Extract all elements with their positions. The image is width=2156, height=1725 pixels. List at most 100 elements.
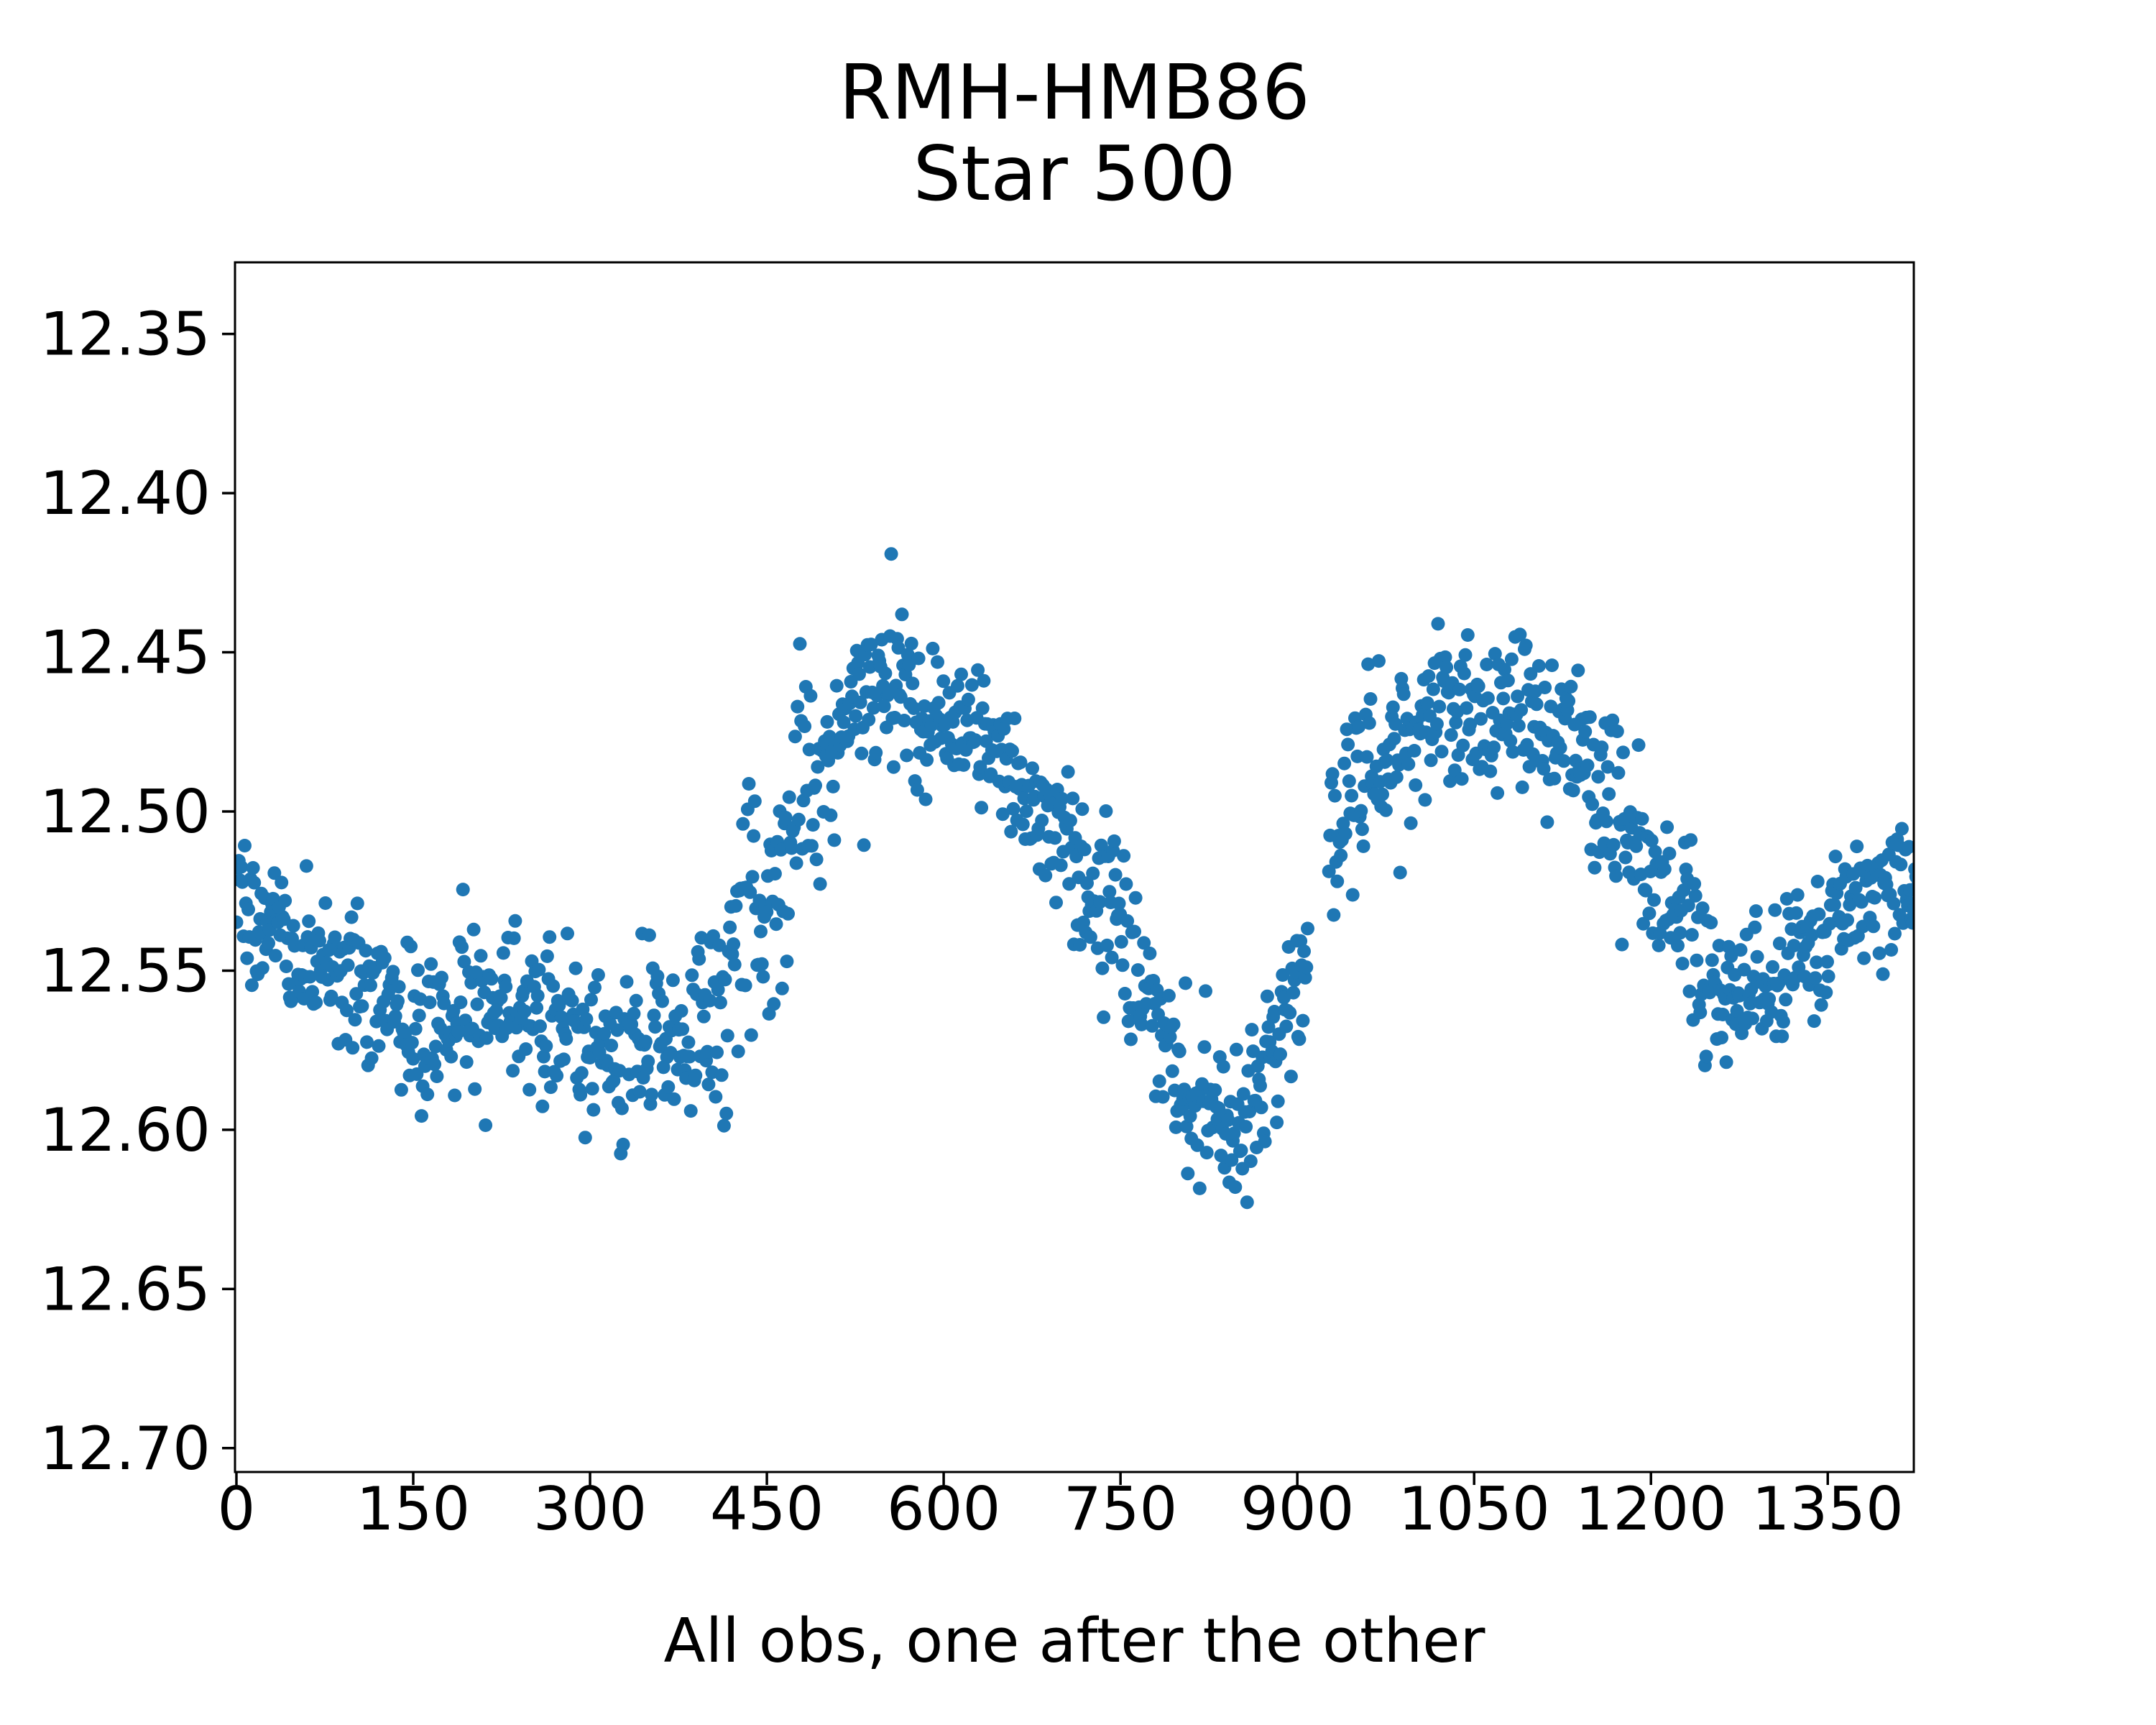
data-point [1636,916,1651,931]
data-point [1128,924,1141,939]
data-point [604,1039,619,1053]
data-point [299,859,313,873]
data-point [827,833,842,847]
data-point [809,852,824,867]
data-point [995,807,1010,822]
data-point [359,944,373,958]
data-point [235,860,249,874]
data-point [1271,1094,1285,1108]
data-point [1301,921,1314,936]
data-point [1606,713,1620,727]
data-point [262,936,275,950]
data-point [1355,822,1369,837]
data-point [1583,710,1597,724]
data-point [900,748,914,763]
data-point [683,1049,696,1064]
data-point [667,1092,681,1106]
data-point [1035,814,1049,827]
data-point [968,733,982,748]
data-point [1181,1167,1195,1181]
data-point [895,607,909,622]
data-point [1820,954,1834,969]
data-point [910,783,924,797]
data-point [1095,961,1110,975]
data-point [1810,875,1825,888]
data-point [661,1080,676,1094]
data-point [1687,877,1702,891]
data-point [350,896,364,911]
data-point [619,975,634,989]
data-point [557,1052,571,1067]
data-point [341,958,355,972]
data-point [235,915,244,929]
data-point [1199,1146,1214,1160]
data-point [1828,850,1843,864]
data-point [474,949,488,963]
data-point [788,730,802,744]
data-point [391,994,405,1008]
data-point [907,701,921,715]
data-point [1514,703,1529,717]
data-point [683,1104,698,1118]
data-point [328,930,342,944]
data-point [1094,838,1108,852]
data-point [588,980,602,995]
data-point [685,968,699,983]
data-point [727,937,741,952]
data-point [1389,770,1404,784]
data-point [1137,936,1151,950]
data-point [1733,943,1748,957]
data-point [1048,831,1062,845]
y-tick-label: 12.50 [40,777,211,847]
data-point [456,883,470,897]
data-point [1766,960,1779,974]
data-point [791,699,805,714]
data-point [852,667,866,681]
data-point [798,719,812,733]
data-point [1431,617,1445,631]
data-point [951,678,964,693]
data-point [1458,648,1473,662]
data-point [650,969,665,983]
y-axis: 12.35 12.40 12.45 12.50 12.55 12.60 12.65 12.70 [40,300,235,1484]
data-point [1143,947,1157,960]
data-point [1273,1047,1287,1062]
data-point [1008,712,1022,725]
data-point [507,931,521,945]
data-point [470,997,484,1011]
data-point [1286,985,1301,1000]
data-point [769,917,783,932]
data-point [1013,755,1028,770]
chart-title-line2: Star 500 [913,130,1235,218]
data-point [1903,883,1914,897]
data-point [309,995,323,1010]
data-point [1372,654,1386,668]
plot-border-spines [234,261,1915,1473]
data-point [632,1085,647,1099]
data-point [278,893,292,908]
data-point [1438,650,1452,664]
data-point [665,973,680,988]
data-point [862,712,876,727]
data-point [727,957,742,972]
data-point [428,1057,442,1072]
x-tick-label: 0 [218,1474,256,1544]
data-point [444,1049,459,1064]
data-point [709,1090,723,1104]
data-point [519,1042,533,1057]
data-point [869,745,883,760]
data-point [1330,874,1345,888]
data-point [820,714,834,729]
data-point [754,924,768,939]
data-point [1675,957,1690,971]
data-point [1531,659,1546,673]
data-point [824,808,838,822]
data-point [494,990,508,1005]
y-tick-label: 12.70 [40,1414,211,1484]
data-point [1715,1031,1728,1045]
data-point [313,934,326,948]
data-point [681,1035,696,1049]
data-point [1682,984,1697,998]
data-point [1566,783,1580,798]
data-point [1239,1120,1253,1134]
